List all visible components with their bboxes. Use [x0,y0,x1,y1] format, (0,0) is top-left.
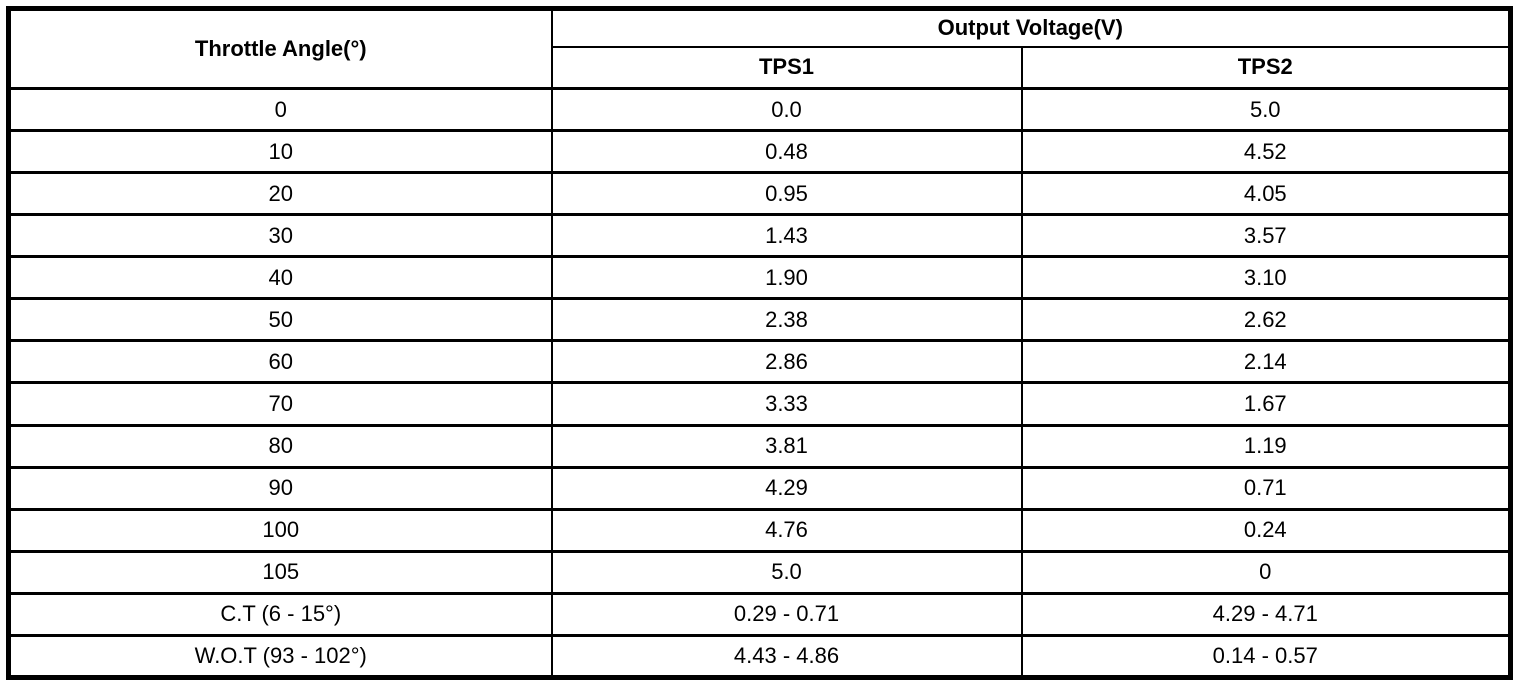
throttle-angle-cell: W.O.T (93 - 102°) [7,633,553,679]
table-row: 30 1.43 3.57 [7,213,1512,258]
tps1-value-cell: 2.86 [550,339,1023,384]
tps2-value-cell: 3.57 [1020,213,1512,258]
tps2-value-cell: 0 [1020,549,1512,595]
tps1-value-cell: 0.95 [550,171,1023,216]
tps1-value-cell: 4.29 [550,465,1023,511]
tps2-value-cell: 4.05 [1020,171,1512,216]
tps2-value-cell: 0.14 - 0.57 [1020,633,1512,679]
tps1-value-cell: 4.43 - 4.86 [550,633,1023,679]
table-row: 70 3.33 1.67 [7,381,1512,427]
throttle-angle-cell: C.T (6 - 15°) [7,591,553,637]
table-row: 80 3.81 1.19 [7,423,1512,469]
table-row: W.O.T (93 - 102°) 4.43 - 4.86 0.14 - 0.57 [7,633,1512,679]
throttle-angle-cell: 70 [7,381,553,427]
tps1-value-cell: 3.33 [550,381,1023,427]
table-row: C.T (6 - 15°) 0.29 - 0.71 4.29 - 4.71 [7,591,1512,637]
throttle-angle-cell: 105 [7,549,553,595]
table-row: 105 5.0 0 [7,549,1512,595]
throttle-angle-cell: 60 [7,339,553,384]
header-row-subcolumns: TPS1 TPS2 [9,45,1512,90]
tps1-value-cell: 5.0 [550,549,1023,595]
table-row: 40 1.90 3.10 [7,255,1512,300]
tps-output-voltage-table: Throttle Angle(°) Output Voltage(V) TPS1… [6,6,1514,680]
tps1-value-cell: 0.0 [550,86,1023,132]
tps2-value-cell: 0.71 [1020,465,1512,511]
tps1-value-cell: 3.81 [550,423,1023,469]
throttle-angle-cell: 40 [7,255,553,300]
throttle-angle-cell: 90 [7,465,553,511]
tps2-column-header: TPS2 [1020,45,1512,90]
tps2-value-cell: 1.19 [1020,423,1512,469]
table-row: 100 4.76 0.24 [7,507,1512,553]
tps1-value-cell: 2.38 [550,297,1023,342]
header-row-group: Throttle Angle(°) Output Voltage(V) [7,7,1512,90]
table-row: 10 0.48 4.52 [7,129,1512,174]
tps1-value-cell: 1.43 [550,213,1023,258]
tps1-value-cell: 0.29 - 0.71 [550,591,1023,637]
tps2-value-cell: 0.24 [1020,507,1512,553]
throttle-angle-cell: 100 [7,507,553,553]
tps1-value-cell: 4.76 [550,507,1023,553]
throttle-angle-cell: 20 [7,171,553,216]
tps2-value-cell: 5.0 [1020,86,1512,132]
tps2-value-cell: 2.62 [1020,297,1512,342]
table-row: 0 0.0 5.0 [7,86,1512,132]
output-voltage-header: Output Voltage(V) [550,7,1512,48]
throttle-angle-cell: 30 [7,213,553,258]
tps2-value-cell: 1.67 [1020,381,1512,427]
throttle-angle-cell: 10 [7,129,553,174]
tps2-value-cell: 4.52 [1020,129,1512,174]
throttle-angle-cell: 50 [7,297,553,342]
table-row: 50 2.38 2.62 [7,297,1512,342]
tps1-value-cell: 0.48 [550,129,1023,174]
throttle-angle-cell: 80 [7,423,553,469]
table-body: 0 0.0 5.0 10 0.48 4.52 20 0.95 4.05 30 1.43 3.57 40 1… [7,86,1512,679]
throttle-angle-cell: 0 [7,86,553,132]
throttle-angle-header: Throttle Angle(°) [7,7,553,90]
tps2-value-cell: 2.14 [1020,339,1512,384]
table-row: 60 2.86 2.14 [7,339,1512,384]
tps1-column-header: TPS1 [550,45,1023,90]
table-row: 20 0.95 4.05 [7,171,1512,216]
tps2-value-cell: 3.10 [1020,255,1512,300]
tps2-value-cell: 4.29 - 4.71 [1020,591,1512,637]
tps1-value-cell: 1.90 [550,255,1023,300]
table-row: 90 4.29 0.71 [7,465,1512,511]
